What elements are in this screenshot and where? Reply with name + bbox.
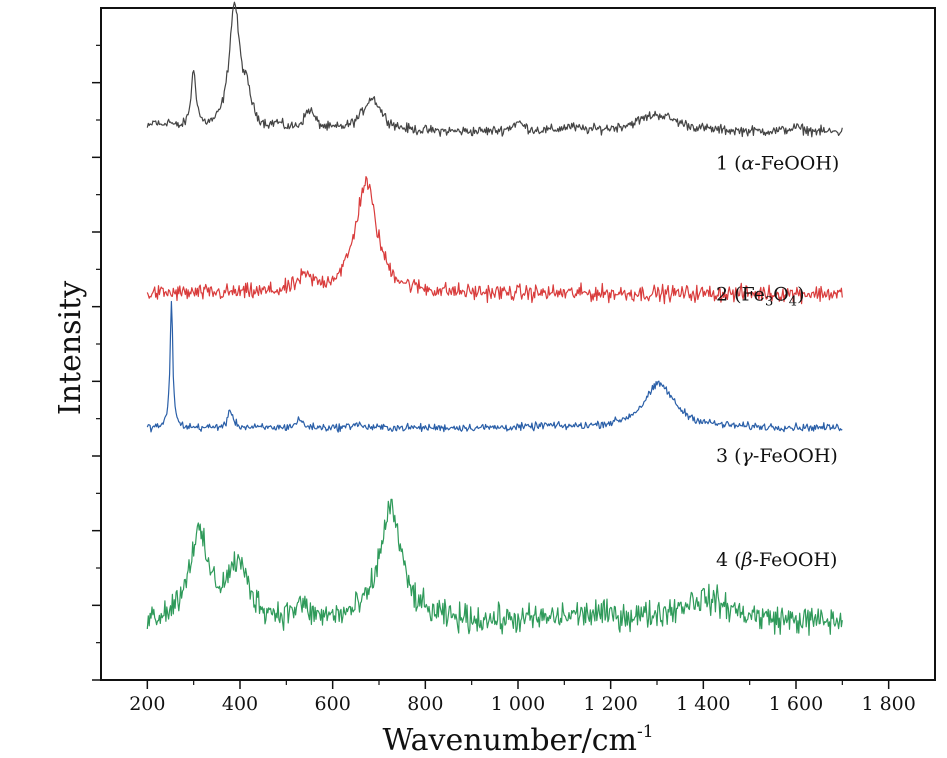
series-line-1 bbox=[146, 1, 843, 138]
series-label-2: 2 (Fe3O4) bbox=[716, 284, 805, 310]
series-line-3 bbox=[146, 300, 843, 433]
series-label-1: 1 (α-FeOOH) bbox=[716, 153, 839, 175]
x-tick-label: 800 bbox=[407, 693, 443, 715]
x-tick-label: 1 200 bbox=[583, 693, 637, 715]
x-tick-label: 1 000 bbox=[491, 693, 545, 715]
y-axis-title: Intensity bbox=[53, 281, 88, 415]
x-tick-label: 1 600 bbox=[769, 693, 823, 715]
x-tick-label: 400 bbox=[222, 693, 258, 715]
x-tick-label: 600 bbox=[315, 693, 351, 715]
x-tick-label: 1 400 bbox=[676, 693, 730, 715]
x-axis-title: Wavenumber/cm-1 bbox=[382, 722, 653, 758]
x-tick-label: 1 800 bbox=[861, 693, 915, 715]
y-axis-ticks bbox=[92, 44, 101, 681]
x-tick-label: 200 bbox=[129, 693, 165, 715]
series-line-2 bbox=[146, 176, 843, 305]
series-label-3: 3 (γ-FeOOH) bbox=[716, 445, 838, 467]
x-axis-ticks: 200 400 600 800 1 000 1 200 1 400 1 600 1 800 bbox=[129, 680, 916, 715]
spectra-series bbox=[146, 1, 843, 636]
series-labels: 1 (α-FeOOH) 2 (Fe3O4) 3 (γ-FeOOH) 4 (β-FeOO… bbox=[716, 153, 839, 571]
series-label-4: 4 (β-FeOOH) bbox=[716, 549, 837, 571]
series-line-4 bbox=[146, 498, 843, 636]
